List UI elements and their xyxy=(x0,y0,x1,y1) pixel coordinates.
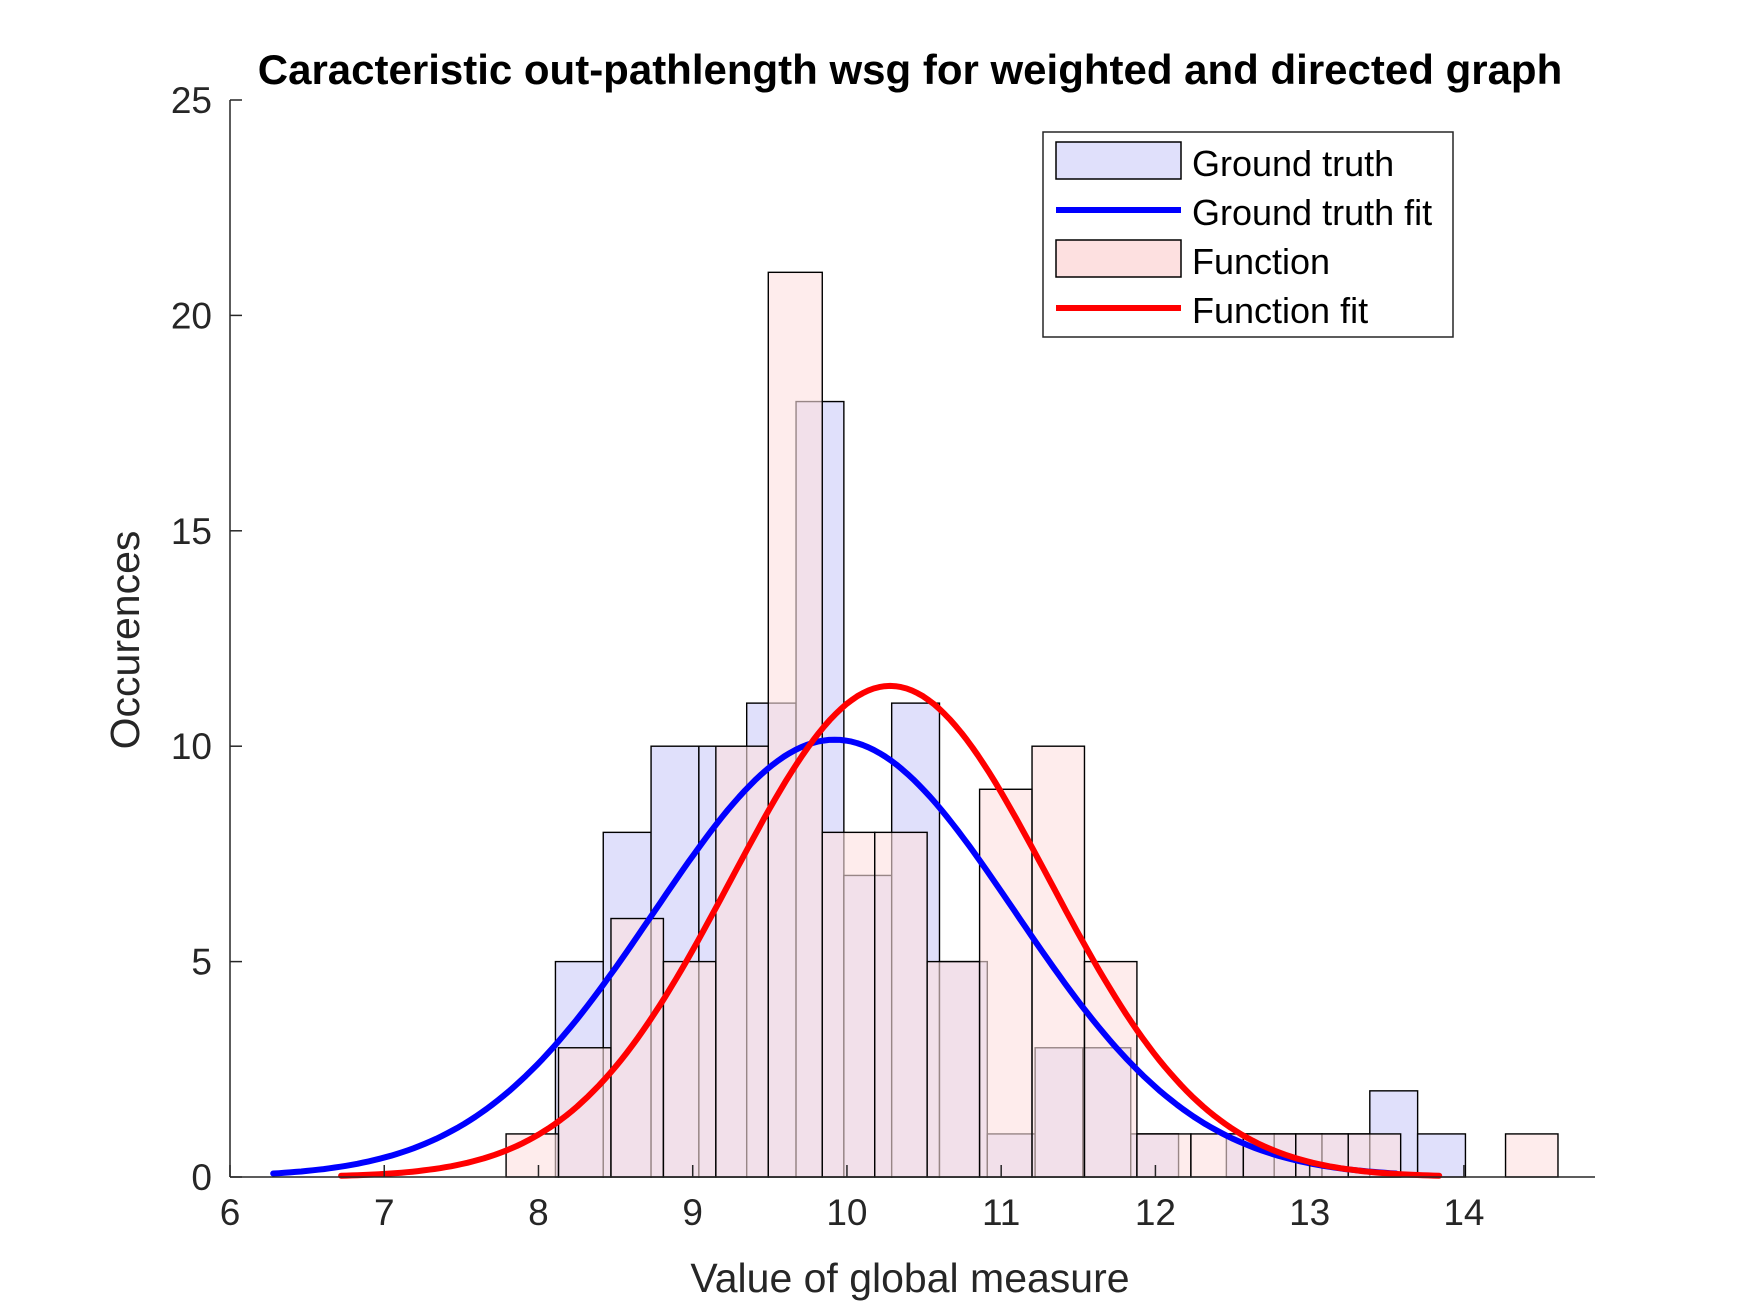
x-tick-label-14: 14 xyxy=(1443,1192,1484,1233)
x-axis-ticks: 6 7 8 9 10 11 12 13 14 xyxy=(220,1165,1484,1233)
legend-label-function: Function xyxy=(1192,241,1330,282)
x-tick-label-6: 6 xyxy=(220,1192,241,1233)
legend-label-ground-truth: Ground truth xyxy=(1192,143,1394,184)
y-tick-label-5: 5 xyxy=(191,942,212,983)
function-bar-3 xyxy=(662,960,717,1178)
function-bars xyxy=(505,271,1559,1178)
function-bar-2 xyxy=(610,917,665,1178)
legend-label-ground-truth-fit: Ground truth fit xyxy=(1192,192,1432,233)
legend-label-function-fit: Function fit xyxy=(1192,290,1368,331)
ground-truth-bar-18 xyxy=(1416,1133,1467,1178)
x-tick-label-7: 7 xyxy=(374,1192,395,1233)
function-bar-9 xyxy=(978,788,1033,1178)
x-tick-label-9: 9 xyxy=(682,1192,703,1233)
function-bar-11 xyxy=(1083,960,1138,1178)
y-tick-label-10: 10 xyxy=(171,726,212,767)
x-tick-label-8: 8 xyxy=(528,1192,549,1233)
legend: Ground truth Ground truth fit Function F… xyxy=(1042,131,1454,338)
function-bar-10 xyxy=(1031,745,1086,1178)
fit-lines xyxy=(270,682,1443,1179)
y-tick-label-0: 0 xyxy=(191,1157,212,1198)
y-tick-label-20: 20 xyxy=(171,295,212,336)
function-bar-19 xyxy=(1504,1133,1559,1178)
legend-swatch-function xyxy=(1055,239,1182,278)
plot-area xyxy=(270,271,1559,1179)
function-bar-12 xyxy=(1136,1133,1192,1178)
function-bar-8 xyxy=(926,960,981,1178)
function-bar-5 xyxy=(767,271,823,1178)
x-tick-label-13: 13 xyxy=(1289,1192,1330,1233)
function-bar-6 xyxy=(821,831,876,1178)
function-bar-7 xyxy=(874,831,928,1178)
y-tick-label-15: 15 xyxy=(171,511,212,552)
legend-swatch-ground-truth xyxy=(1055,141,1182,180)
x-tick-label-12: 12 xyxy=(1135,1192,1176,1233)
y-axis-ticks: 0 5 10 15 20 25 xyxy=(171,80,242,1198)
x-axis-label: Value of global measure xyxy=(690,1255,1129,1301)
function-fit-line xyxy=(338,682,1443,1179)
ground-truth-fit-line xyxy=(270,736,1399,1177)
chart-title: Caracteristic out-pathlength wsg for wei… xyxy=(258,46,1562,93)
y-tick-label-25: 25 xyxy=(171,80,212,121)
x-tick-label-11: 11 xyxy=(982,1192,1020,1233)
axes xyxy=(229,100,1595,1178)
x-tick-label-10: 10 xyxy=(826,1192,867,1233)
y-axis-label: Occurences xyxy=(102,531,148,750)
